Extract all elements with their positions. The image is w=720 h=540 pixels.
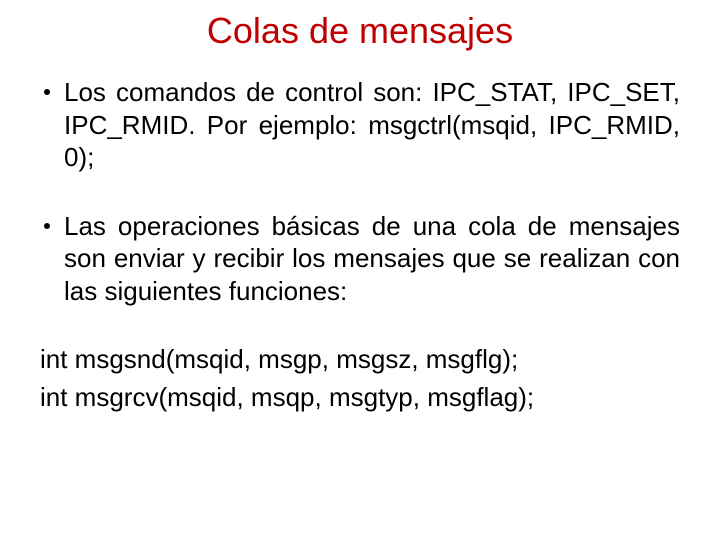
slide-title: Colas de mensajes (40, 10, 680, 52)
bullet-item: Las operaciones básicas de una cola de m… (40, 210, 680, 308)
bullet-dot-icon (44, 89, 50, 95)
bullet-text: Las operaciones básicas de una cola de m… (64, 210, 680, 308)
code-line: int msgsnd(msqid, msgp, msgsz, msgflg); (40, 343, 680, 377)
bullet-text: Los comandos de control son: IPC_STAT, I… (64, 76, 680, 174)
bullet-block-2: Las operaciones básicas de una cola de m… (40, 210, 680, 308)
slide: Colas de mensajes Los comandos de contro… (0, 0, 720, 540)
bullet-item: Los comandos de control son: IPC_STAT, I… (40, 76, 680, 174)
bullet-dot-icon (44, 223, 50, 229)
code-line: int msgrcv(msqid, msqp, msgtyp, msgflag)… (40, 381, 680, 415)
bullet-block-1: Los comandos de control son: IPC_STAT, I… (40, 76, 680, 174)
